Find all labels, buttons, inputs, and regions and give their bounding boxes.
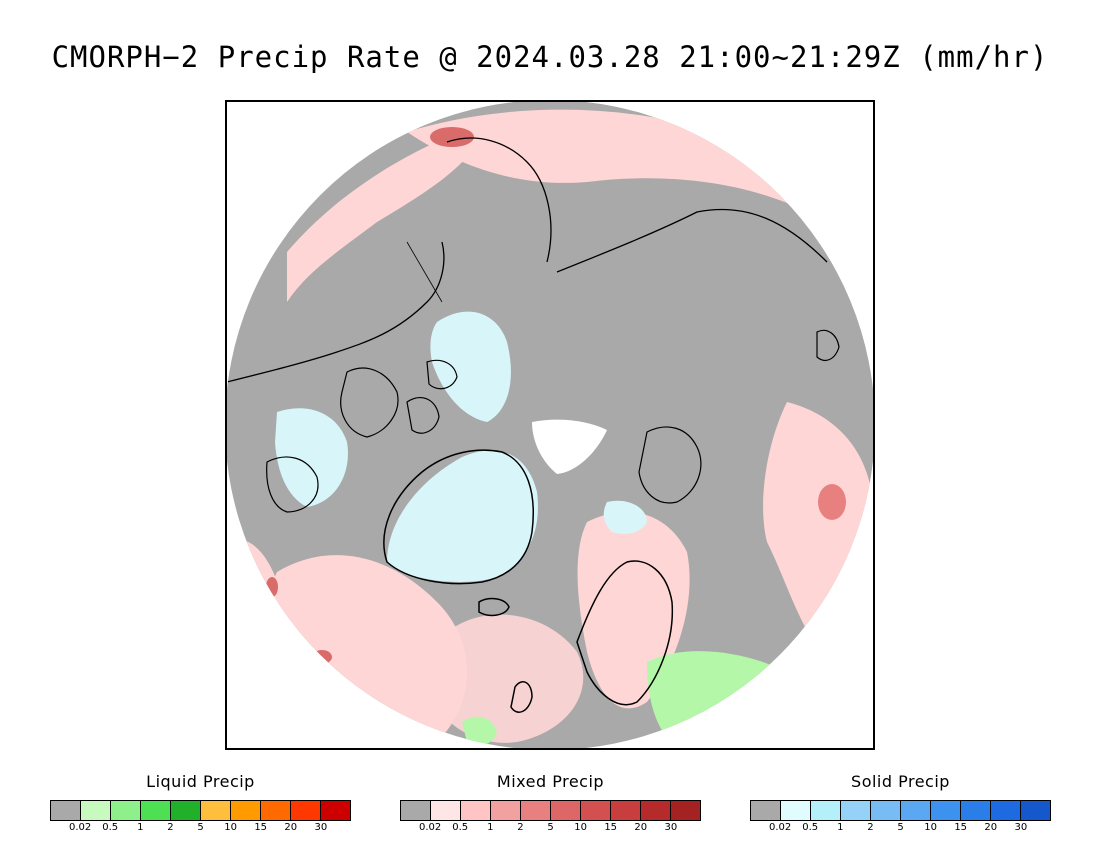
- polar-precip-map: [227, 102, 873, 748]
- north-pole-white-patch: [532, 419, 607, 474]
- legend-swatch: [751, 801, 781, 820]
- legend-tick-label: 15: [954, 822, 968, 833]
- legend-swatch: [611, 801, 641, 820]
- precip-band-atlantic-swirl: [430, 614, 584, 743]
- arctic-solid-precip: [430, 311, 511, 422]
- legend-title: Solid Precip: [851, 772, 950, 791]
- legend-swatch: [231, 801, 261, 820]
- legend-mixed: Mixed Precip 0.02 0.5 1 2 5 10 15 20 30: [400, 772, 701, 836]
- legend-tick-label: 2: [867, 822, 874, 833]
- greenland-coastline: [383, 449, 534, 585]
- legend-swatch: [581, 801, 611, 820]
- map-frame: [225, 100, 875, 750]
- canada-coastline: [227, 241, 445, 383]
- legend-solid: Solid Precip 0.02 0.5 1 2 5 10 15 20 30: [750, 772, 1051, 836]
- legend-tick-label: 1: [137, 822, 144, 833]
- legend-swatch: [841, 801, 871, 820]
- legend-tick-label: 2: [517, 822, 524, 833]
- legend-tick-label: 0.02: [68, 822, 92, 833]
- alaska-coastline: [446, 137, 552, 263]
- legend-swatch: [141, 801, 171, 820]
- barents-solid-precip: [603, 500, 647, 534]
- legend-swatch: [111, 801, 141, 820]
- legend-tick-label: 10: [224, 822, 237, 833]
- legend-tick-label: 5: [197, 822, 204, 833]
- legend-swatch: [521, 801, 551, 820]
- iceland-coastline: [478, 597, 510, 617]
- legend-swatch: [461, 801, 491, 820]
- legend-swatch: [991, 801, 1021, 820]
- legend-tick-label: 5: [897, 822, 904, 833]
- international-date-line: [406, 241, 443, 303]
- legend-swatch: [551, 801, 581, 820]
- legend-swatch: [201, 801, 231, 820]
- legend-tick-label: 30: [1014, 822, 1028, 833]
- legend-ticks: 0.02 0.5 1 2 5 10 15 20 30: [750, 822, 1051, 836]
- legend-tick-label: 0.02: [768, 822, 792, 833]
- mixed-precip-heavy-east: [818, 484, 846, 520]
- legend-swatch: [811, 801, 841, 820]
- legend-swatch: [261, 801, 291, 820]
- legend-tick-label: 20: [634, 822, 648, 833]
- canadian-archipelago-coastline: [340, 359, 458, 438]
- legend-tick-label: 0.5: [802, 822, 819, 833]
- europe-liquid-precip: [647, 651, 787, 748]
- legend-tick-label: 30: [314, 822, 328, 833]
- legend-swatch: [401, 801, 431, 820]
- mixed-precip-heavy-southwest: [312, 650, 332, 664]
- canadian-solid-precip: [275, 408, 348, 507]
- legend-swatch: [491, 801, 521, 820]
- legend-tick-label: 1: [487, 822, 494, 833]
- uk-liquid-precip: [462, 716, 497, 746]
- legend-tick-label: 10: [574, 822, 587, 833]
- legend-swatch: [81, 801, 111, 820]
- legend-swatch: [871, 801, 901, 820]
- legend-tick-label: 10: [924, 822, 937, 833]
- legend-swatch: [781, 801, 811, 820]
- legend-swatch: [431, 801, 461, 820]
- legend-tick-label: 20: [284, 822, 298, 833]
- legend-tick-label: 1: [837, 822, 844, 833]
- legend-swatch: [321, 801, 350, 820]
- mixed-precip-heavy-west: [266, 577, 278, 597]
- legend-swatch: [671, 801, 700, 820]
- legend-tick-label: 15: [254, 822, 268, 833]
- legend-ticks: 0.02 0.5 1 2 5 10 15 20 30: [50, 822, 351, 836]
- legend-tick-label: 30: [664, 822, 678, 833]
- legend-swatch: [1021, 801, 1050, 820]
- greenland-solid-precip: [387, 450, 538, 582]
- legend-tick-label: 2: [167, 822, 174, 833]
- legend-tick-label: 5: [547, 822, 554, 833]
- legend-colorbar: [50, 800, 351, 821]
- legend-swatch: [641, 801, 671, 820]
- legend-tick-label: 0.5: [102, 822, 119, 833]
- uk-coastline: [510, 681, 533, 713]
- legend-tick-label: 15: [604, 822, 618, 833]
- precip-band-northwest: [287, 122, 487, 302]
- legend-tick-label: 20: [984, 822, 998, 833]
- chart-title: CMORPH−2 Precip Rate @ 2024.03.28 21:00~…: [51, 40, 1049, 74]
- legend-swatch: [901, 801, 931, 820]
- siberia-coastline: [556, 208, 828, 273]
- legend-liquid: Liquid Precip 0.02 0.5 1 2 5 10 15 20 30: [50, 772, 351, 836]
- caspian-coastline: [816, 329, 840, 361]
- scandinavia-coastline: [576, 560, 674, 706]
- legend-swatch: [291, 801, 321, 820]
- legend-colorbar: [400, 800, 701, 821]
- hudson-bay-coastline: [266, 456, 319, 513]
- legend-tick-label: 0.5: [452, 822, 469, 833]
- legend-colorbar: [750, 800, 1051, 821]
- legend-tick-label: 0.02: [418, 822, 442, 833]
- mixed-precip-heavy-north: [430, 127, 474, 147]
- legend-swatch: [51, 801, 81, 820]
- russia-north-coastline: [638, 426, 702, 504]
- legend-swatch: [171, 801, 201, 820]
- legend-title: Liquid Precip: [146, 772, 255, 791]
- legend-ticks: 0.02 0.5 1 2 5 10 15 20 30: [400, 822, 701, 836]
- legend-swatch: [931, 801, 961, 820]
- legend-title: Mixed Precip: [496, 772, 605, 791]
- legend-swatch: [961, 801, 991, 820]
